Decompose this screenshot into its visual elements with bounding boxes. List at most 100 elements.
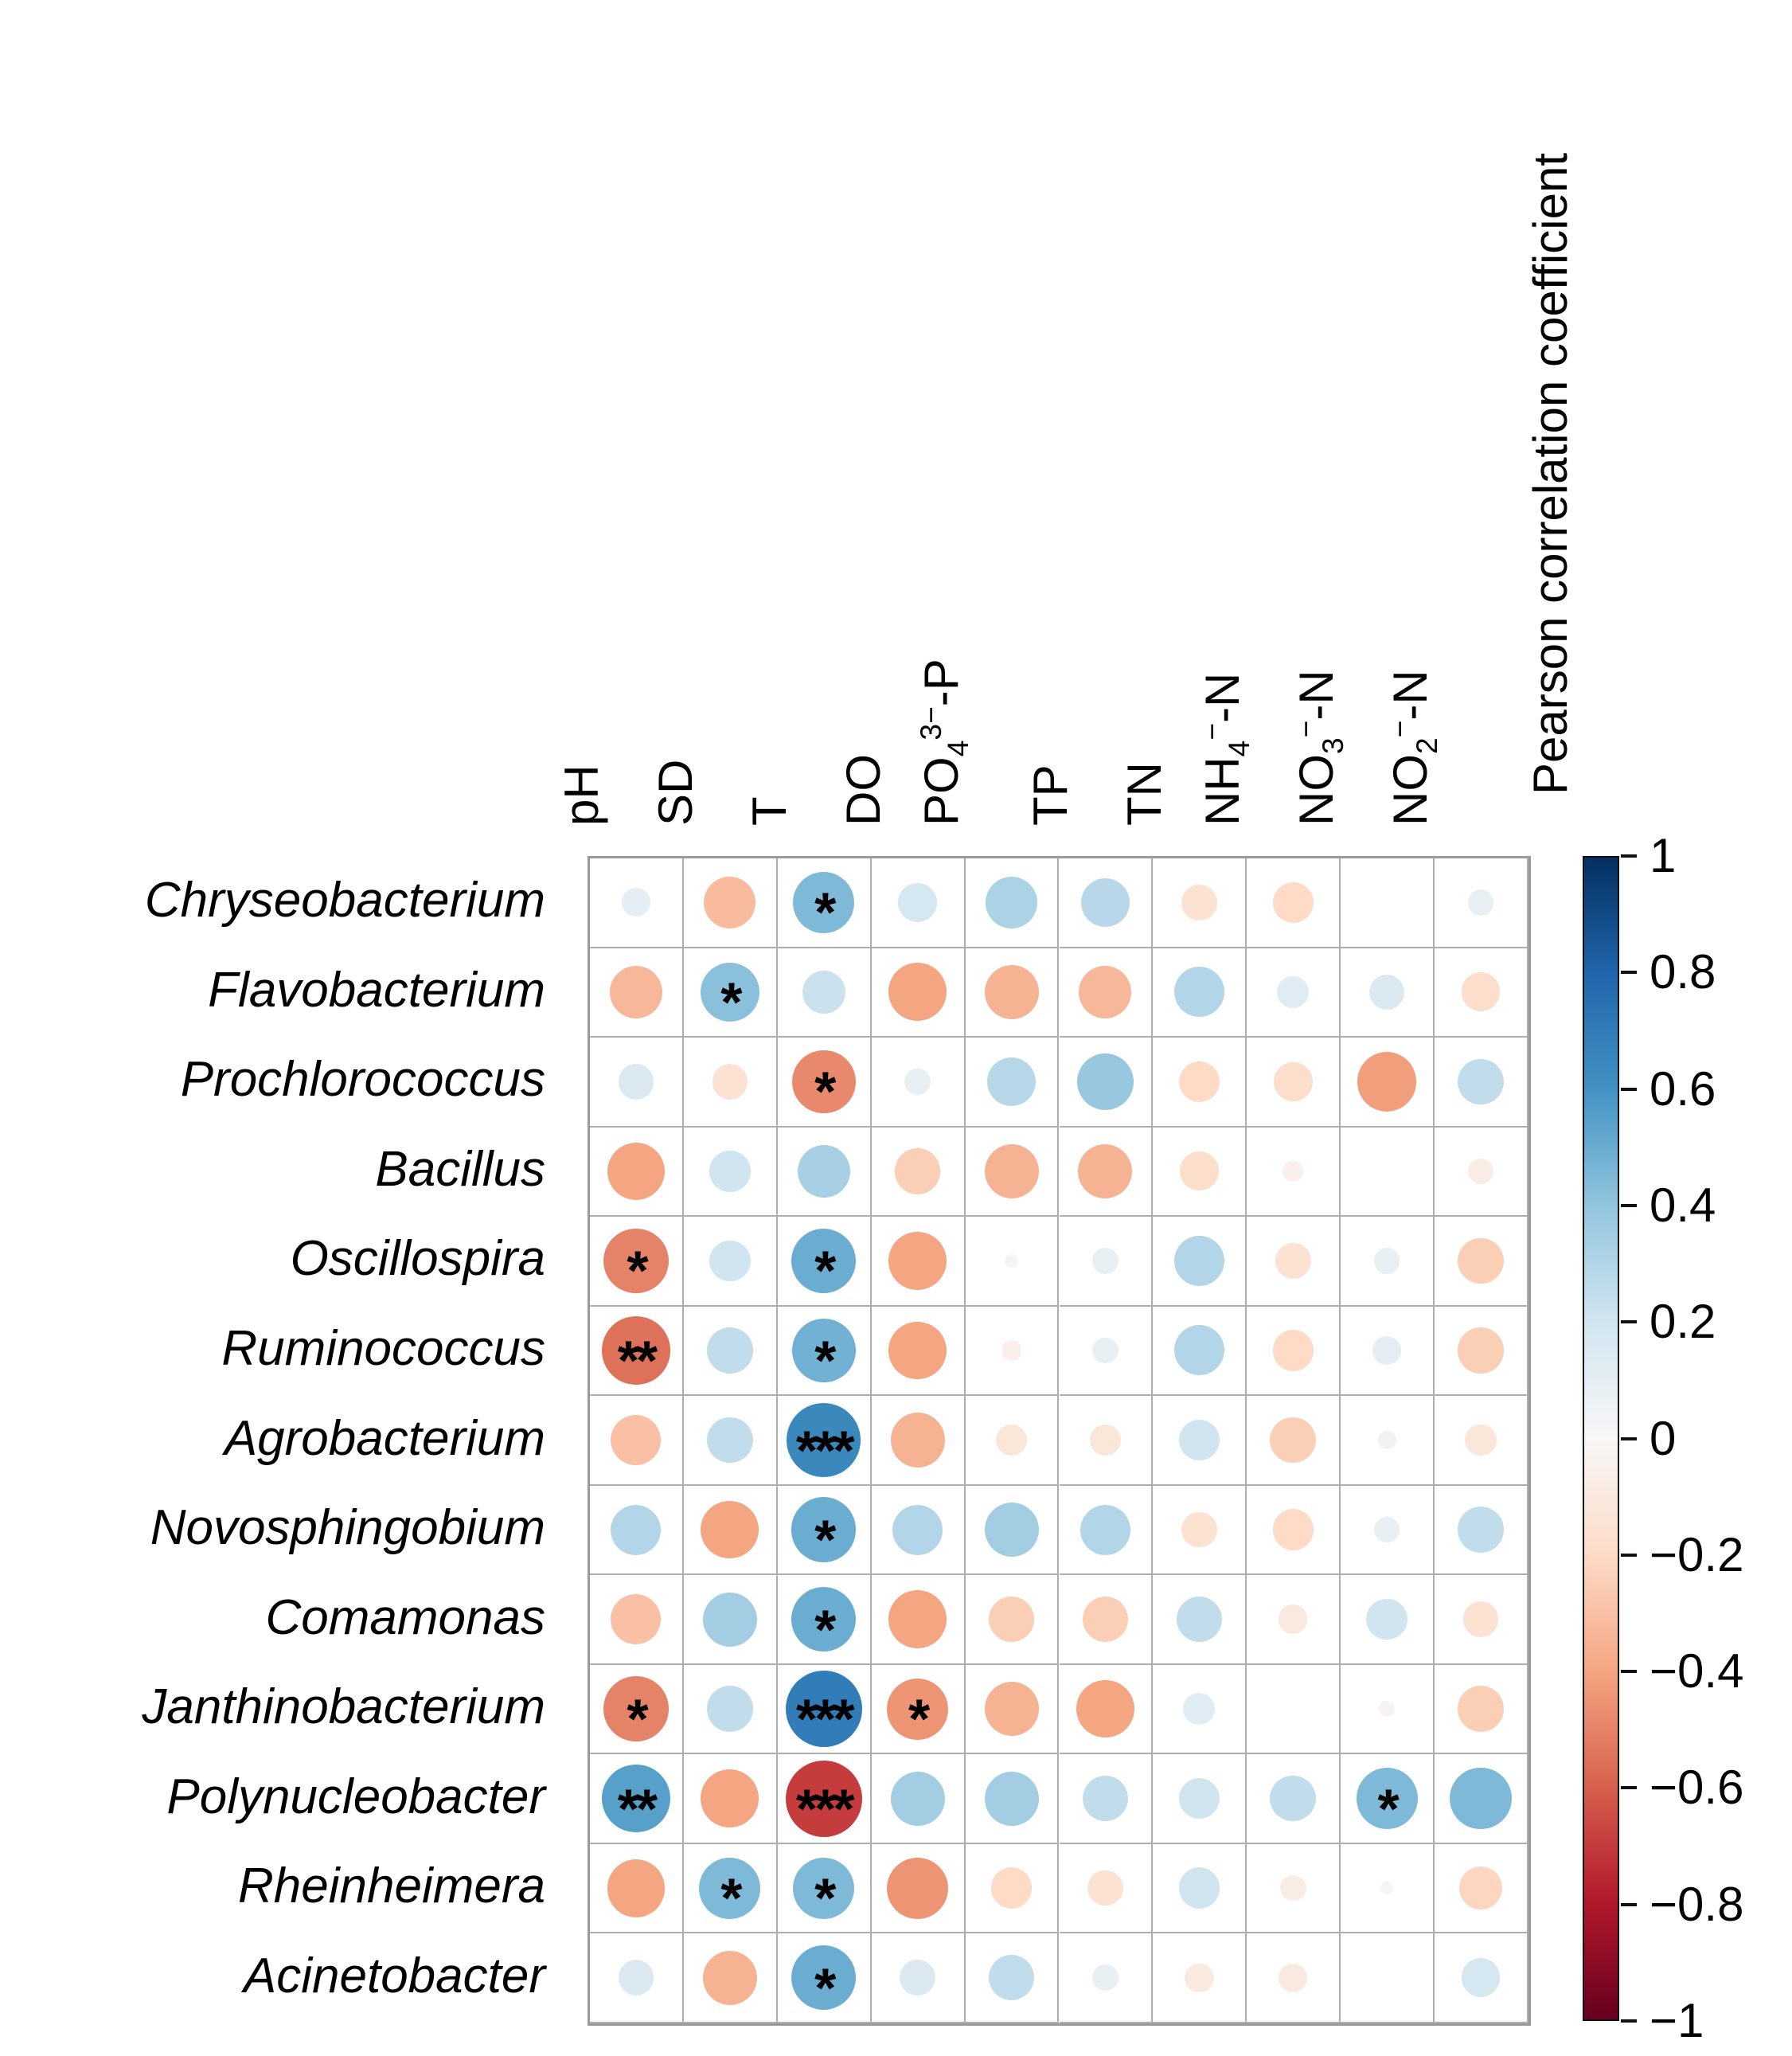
matrix-cell (590, 1933, 684, 2023)
correlation-dot (791, 1049, 856, 1114)
correlation-dot (699, 1857, 761, 1919)
matrix-cell (1153, 1933, 1247, 2023)
matrix-cell (1435, 1127, 1528, 1218)
matrix-cell (1435, 1485, 1528, 1576)
matrix-cell (871, 1485, 966, 1576)
matrix-cell (683, 1396, 778, 1486)
matrix-cell (1247, 1575, 1341, 1665)
significance-stars: * (908, 1687, 930, 1750)
correlation-dot (802, 970, 845, 1014)
correlation-dot (1092, 1337, 1119, 1364)
matrix-cell (965, 1038, 1060, 1128)
correlation-dot (1458, 1058, 1504, 1105)
matrix-cell (1341, 1664, 1435, 1755)
matrix-cell (1435, 1933, 1528, 2023)
matrix-cell (871, 1038, 966, 1128)
significance-stars: * (814, 1240, 836, 1303)
correlation-dot (609, 965, 662, 1018)
correlation-dot (890, 1413, 945, 1468)
correlation-dot (1357, 1052, 1417, 1112)
correlation-dot (1356, 1768, 1418, 1830)
matrix-cell (683, 1217, 778, 1307)
correlation-dot (1176, 1596, 1223, 1643)
correlation-dot (888, 1232, 947, 1290)
correlation-dot (988, 1954, 1035, 2001)
colorbar-tick-label: −0.4 (1649, 1644, 1744, 1698)
correlation-dot (1279, 1605, 1308, 1634)
correlation-dot (1461, 972, 1501, 1012)
matrix-cell: *** (777, 1396, 872, 1486)
matrix-cell (1153, 1485, 1247, 1576)
colorbar-tick (1621, 1553, 1637, 1557)
correlation-dot (785, 1760, 862, 1837)
colorbar-tick (1621, 1320, 1637, 1324)
matrix-cell (1341, 1396, 1435, 1486)
matrix-cell (1435, 1843, 1528, 1934)
correlation-dot (607, 1859, 666, 1917)
colorbar-tick-label: −0.6 (1649, 1761, 1744, 1815)
matrix-cell (1153, 1217, 1247, 1307)
column-header: TN (1118, 762, 1172, 826)
colorbar-tick-label: 0.4 (1649, 1178, 1716, 1232)
correlation-dot (1462, 1601, 1499, 1637)
correlation-dot (1087, 1870, 1123, 1906)
row-label: Bacillus (375, 1141, 545, 1197)
colorbar-tick (1621, 1786, 1637, 1790)
correlation-dot (701, 1769, 759, 1828)
matrix-cell (871, 1217, 966, 1307)
matrix-cell (590, 1038, 684, 1128)
matrix-cell (965, 1485, 1060, 1576)
correlation-dot (1458, 1237, 1504, 1284)
correlation-dot (892, 1504, 943, 1555)
colorbar-tick (1621, 971, 1637, 975)
correlation-dot (1275, 1243, 1311, 1279)
colorbar-tick-label: 1 (1649, 829, 1677, 882)
matrix-cell (1341, 858, 1435, 948)
correlation-dot (1467, 1158, 1494, 1185)
matrix-cell (1059, 1396, 1154, 1486)
matrix-cell (1341, 1217, 1435, 1307)
significance-stars: * (814, 1956, 836, 2019)
matrix-cell (683, 1127, 778, 1218)
correlation-dot (1082, 1596, 1129, 1643)
correlation-dot (797, 1144, 850, 1198)
correlation-dot (793, 871, 855, 933)
column-header: SD (648, 759, 702, 826)
correlation-dot (1079, 965, 1132, 1018)
matrix-cell (1153, 1664, 1247, 1755)
colorbar-tick (1621, 2019, 1637, 2023)
matrix-cell (871, 948, 966, 1038)
colorbar-tick (1621, 854, 1637, 858)
significance-stars: ** (617, 1777, 658, 1840)
matrix-cell (1435, 1396, 1528, 1486)
correlation-dot (1373, 1516, 1400, 1543)
correlation-dot (1092, 1248, 1119, 1274)
matrix-cell (1247, 1217, 1341, 1307)
matrix-cell (590, 1843, 684, 1934)
colorbar-tick-label: −0.8 (1649, 1877, 1744, 1931)
matrix-cell (1153, 1038, 1247, 1128)
correlation-dot (1079, 1504, 1130, 1555)
correlation-dot (791, 1945, 857, 2011)
colorbar-tick (1621, 1670, 1637, 1674)
matrix-cell (1435, 1575, 1528, 1665)
correlation-dot (602, 1316, 670, 1385)
correlation-dot (702, 1950, 757, 2005)
matrix-cell (1435, 1038, 1528, 1128)
matrix-cell (1059, 1843, 1154, 1934)
correlation-dot (984, 964, 1039, 1019)
row-label: Janthinobacterium (142, 1679, 545, 1735)
correlation-dot (1372, 1335, 1402, 1366)
significance-stars: * (814, 1508, 836, 1571)
matrix-cell (590, 948, 684, 1038)
correlation-dot (1092, 1964, 1119, 1991)
row-label: Chryseobacterium (144, 873, 545, 928)
matrix-cell (1153, 1575, 1247, 1665)
correlation-dot (1368, 974, 1405, 1010)
matrix-cell (965, 1664, 1060, 1755)
correlation-dot (791, 1586, 857, 1652)
significance-stars: * (720, 1866, 742, 1929)
correlation-dot (791, 1228, 857, 1294)
matrix-cell (1059, 1575, 1154, 1665)
